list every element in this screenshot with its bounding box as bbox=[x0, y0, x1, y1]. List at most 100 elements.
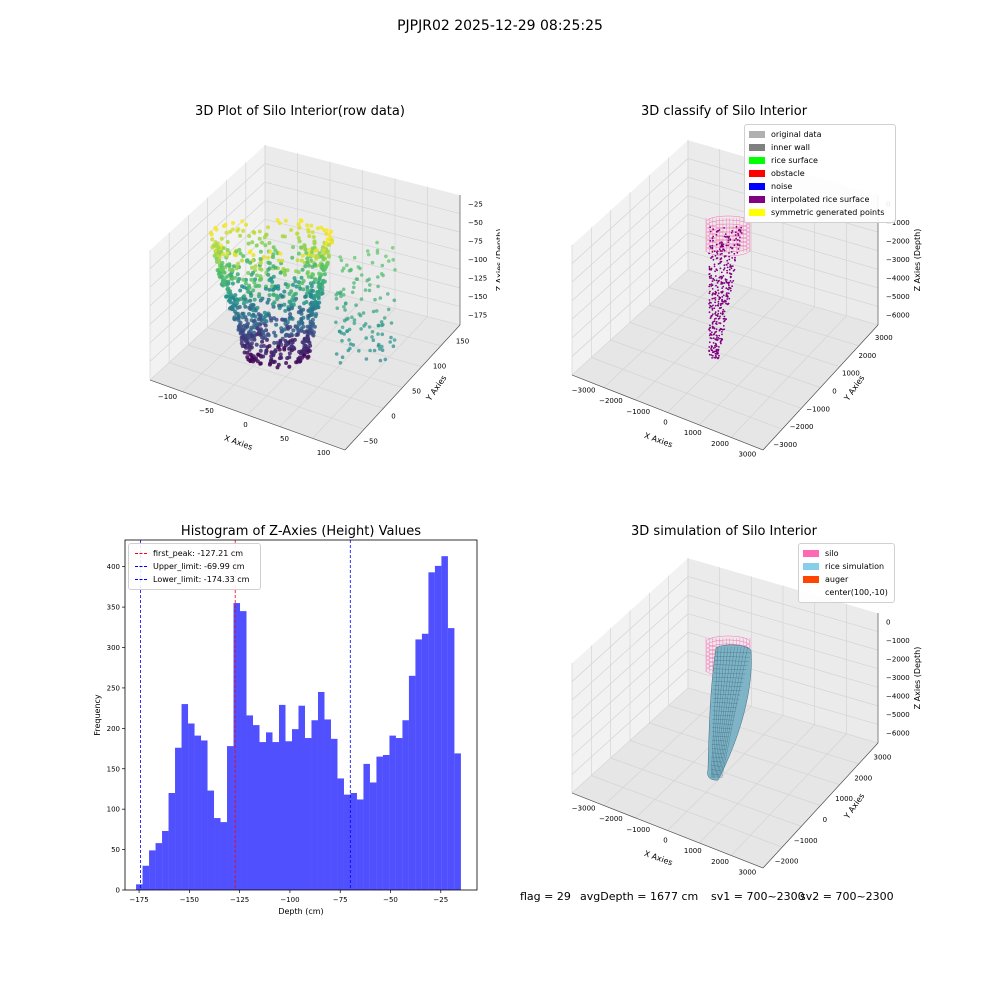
legend-item: auger bbox=[803, 573, 890, 586]
raw-point bbox=[311, 280, 316, 285]
raw-point bbox=[376, 344, 381, 348]
interpolated-point bbox=[728, 258, 731, 261]
raw-point bbox=[296, 270, 301, 275]
raw-point bbox=[363, 288, 368, 292]
raw-point bbox=[249, 341, 254, 346]
plot-frame bbox=[124, 539, 478, 891]
raw-point bbox=[334, 320, 338, 325]
raw-point bbox=[380, 332, 385, 337]
raw-point bbox=[243, 344, 248, 349]
legend-swatch bbox=[803, 550, 819, 557]
interpolated-point bbox=[727, 239, 730, 241]
interpolated-point bbox=[719, 250, 722, 252]
legend-item: original data bbox=[749, 128, 891, 141]
raw-point bbox=[349, 267, 353, 272]
raw-point bbox=[386, 307, 391, 312]
interpolated-point bbox=[725, 294, 728, 297]
raw-point bbox=[268, 249, 273, 254]
raw-point bbox=[300, 253, 305, 258]
legend-item: symmetric generated points bbox=[749, 206, 891, 219]
mesh-line bbox=[713, 681, 744, 683]
interpolated-point bbox=[714, 301, 716, 304]
interpolated-point bbox=[726, 266, 729, 269]
raw-point bbox=[238, 288, 243, 293]
mesh-line bbox=[712, 698, 739, 700]
raw-point bbox=[264, 328, 269, 333]
raw-point bbox=[266, 267, 271, 272]
interpolated-point bbox=[722, 268, 725, 271]
x-tick-label: −175 bbox=[129, 896, 148, 904]
interpolated-point bbox=[718, 354, 720, 357]
interpolated-point bbox=[724, 279, 727, 281]
interpolated-point bbox=[708, 341, 711, 344]
raw-point bbox=[356, 265, 361, 269]
raw-point bbox=[308, 321, 313, 326]
x-tick-label: −50 bbox=[383, 896, 398, 904]
raw-point bbox=[229, 305, 234, 310]
raw-point bbox=[295, 326, 300, 331]
interpolated-point bbox=[720, 302, 722, 305]
mesh-line bbox=[713, 664, 748, 666]
raw-point bbox=[258, 348, 263, 353]
raw-point bbox=[253, 264, 258, 269]
raw-point bbox=[253, 284, 258, 289]
simulation-x-tick-label: 0 bbox=[663, 837, 667, 845]
raw-point bbox=[319, 254, 324, 259]
raw-point bbox=[340, 355, 345, 359]
classify-x-tick-label: −3000 bbox=[572, 386, 596, 394]
interpolated-point bbox=[720, 271, 723, 274]
raw-point bbox=[304, 300, 309, 304]
raw-point bbox=[260, 339, 265, 344]
interpolated-point bbox=[716, 253, 719, 255]
raw-point bbox=[290, 316, 295, 321]
raw-point bbox=[248, 260, 253, 265]
interpolated-point bbox=[724, 299, 726, 302]
interpolated-point bbox=[716, 251, 718, 254]
simulation-x-tick-label: 2000 bbox=[711, 858, 729, 866]
raw-point bbox=[217, 254, 222, 259]
interpolated-point bbox=[719, 322, 722, 325]
interpolated-point bbox=[714, 304, 717, 307]
interpolated-point bbox=[731, 285, 733, 288]
interpolated-point bbox=[727, 281, 730, 284]
raw-point bbox=[305, 223, 310, 228]
legend-label: Lower_limit: -174.33 cm bbox=[153, 575, 250, 584]
raw-y-tick-label: 100 bbox=[433, 363, 446, 371]
mesh-line bbox=[712, 646, 722, 779]
interpolated-point bbox=[711, 294, 714, 296]
raw-point bbox=[284, 342, 289, 347]
y-tick-label: 150 bbox=[107, 765, 120, 773]
interpolated-point bbox=[728, 297, 731, 300]
raw-point bbox=[308, 302, 313, 306]
raw-point bbox=[303, 247, 308, 252]
legend-label: interpolated rice surface bbox=[771, 195, 870, 204]
histogram-bar bbox=[201, 740, 208, 890]
histogram-bar bbox=[382, 755, 390, 890]
interpolated-point bbox=[710, 285, 713, 287]
raw-point bbox=[325, 237, 330, 242]
interpolated-point bbox=[711, 323, 714, 325]
raw-point bbox=[273, 333, 278, 338]
interpolated-point bbox=[711, 251, 714, 253]
raw-point bbox=[295, 332, 300, 337]
simulation-x-tick-label: −2000 bbox=[599, 815, 623, 823]
raw-point bbox=[294, 296, 299, 301]
raw-point bbox=[303, 264, 308, 269]
raw-point bbox=[272, 330, 277, 335]
classify-points bbox=[705, 215, 751, 360]
interpolated-point bbox=[711, 297, 714, 300]
interpolated-point bbox=[713, 307, 716, 310]
histogram-bar bbox=[142, 865, 150, 890]
raw-point bbox=[352, 281, 356, 285]
classify-z-tick-label: −5000 bbox=[886, 293, 910, 301]
raw-point bbox=[325, 249, 330, 254]
interpolated-point bbox=[726, 235, 729, 238]
raw-x-tick-label: 0 bbox=[243, 421, 247, 429]
mesh-line bbox=[721, 646, 748, 779]
raw-point bbox=[257, 284, 262, 288]
raw-point bbox=[316, 305, 321, 310]
interpolated-point bbox=[722, 312, 724, 315]
interpolated-point bbox=[730, 276, 732, 278]
histogram-bar bbox=[389, 735, 396, 890]
interpolated-point bbox=[725, 293, 728, 295]
